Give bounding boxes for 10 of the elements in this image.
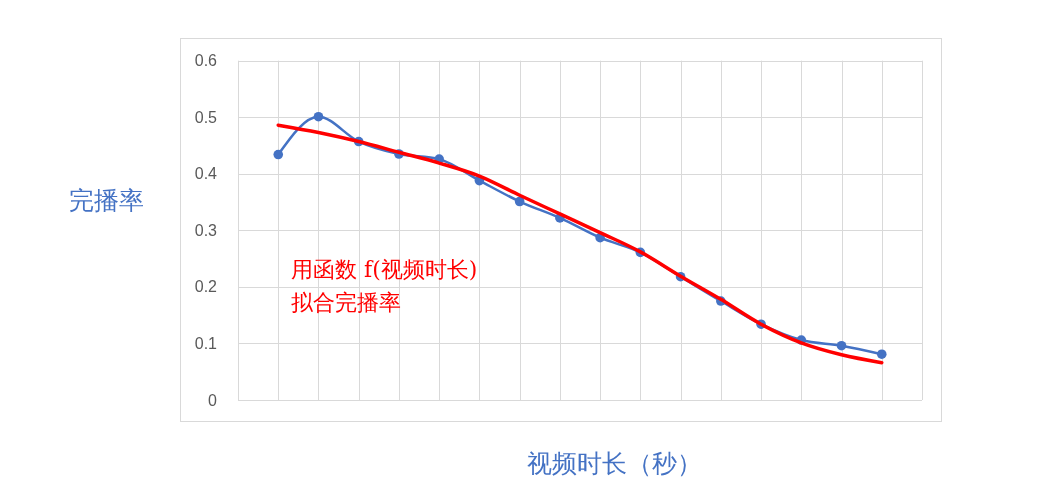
- y-tick-label: 0: [208, 391, 218, 409]
- y-tick-label: 0.2: [194, 278, 218, 296]
- annotation: 用函数 f(视频时长) 拟合完播率: [291, 257, 478, 315]
- y-tick-label: 0.1: [194, 334, 218, 352]
- y-tick-label: 0.4: [194, 165, 218, 183]
- y-tick-label: 0.6: [194, 52, 218, 70]
- x-axis-title: 视频时长（秒）: [526, 449, 702, 478]
- y-axis-title: 完播率: [68, 186, 144, 215]
- y-tick-label: 0.3: [194, 221, 218, 239]
- y-tick-label: 0.5: [194, 108, 218, 126]
